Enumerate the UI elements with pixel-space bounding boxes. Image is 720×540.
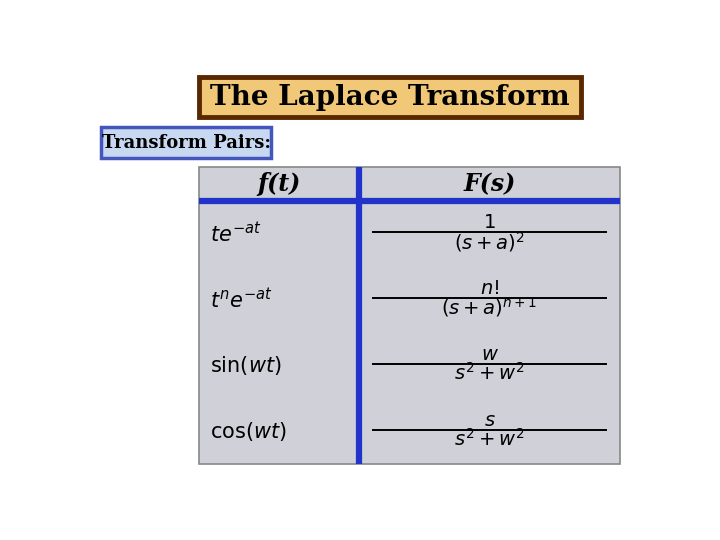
FancyBboxPatch shape [101, 127, 271, 158]
Text: $\cos(wt)$: $\cos(wt)$ [210, 420, 287, 443]
Text: $s^2 + w^2$: $s^2 + w^2$ [454, 362, 525, 384]
Text: $(s+a)^{n+1}$: $(s+a)^{n+1}$ [441, 295, 538, 319]
Text: f(t): f(t) [257, 172, 300, 196]
Text: $s$: $s$ [484, 411, 495, 429]
Text: $t^n e^{-at}$: $t^n e^{-at}$ [210, 287, 273, 312]
Text: The Laplace Transform: The Laplace Transform [210, 84, 570, 111]
Text: $1$: $1$ [483, 214, 496, 232]
Text: $s^2 + w^2$: $s^2 + w^2$ [454, 428, 525, 450]
Text: $w$: $w$ [480, 346, 498, 364]
Text: $(s+a)^2$: $(s+a)^2$ [454, 230, 525, 254]
Text: $te^{-at}$: $te^{-at}$ [210, 221, 261, 246]
Text: Transform Pairs:: Transform Pairs: [102, 134, 271, 152]
FancyBboxPatch shape [199, 167, 620, 464]
Text: $n!$: $n!$ [480, 280, 499, 298]
FancyBboxPatch shape [199, 77, 581, 117]
Text: F(s): F(s) [464, 172, 516, 196]
Text: $\sin(wt)$: $\sin(wt)$ [210, 354, 282, 377]
